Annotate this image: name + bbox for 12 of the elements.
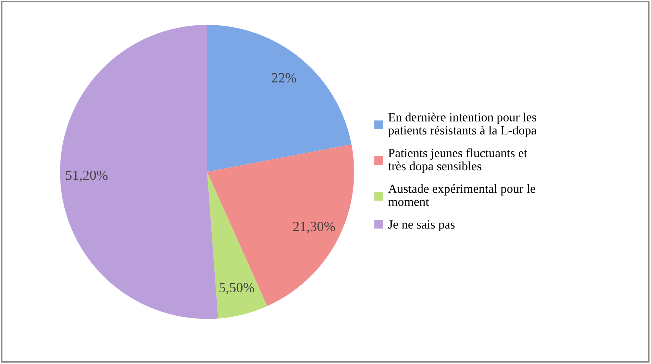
legend-label: Austade expérimental pour le moment [388, 184, 536, 206]
data-label: 51,20% [66, 170, 108, 182]
legend-label: Je ne sais pas [388, 220, 455, 232]
pie-slice [60, 25, 218, 320]
data-label: 21,30% [293, 222, 336, 234]
pie-slice [207, 25, 352, 172]
data-label: 5,50% [220, 283, 254, 295]
pie-slice [207, 172, 268, 319]
legend-label: Patients jeunes fluctuants et très dopa sensibles [388, 148, 528, 174]
legend-label: En dernière intention pour les patients résistants à la L-dopa [388, 112, 537, 138]
data-label: 22% [272, 73, 296, 83]
pie-slice [207, 144, 354, 306]
